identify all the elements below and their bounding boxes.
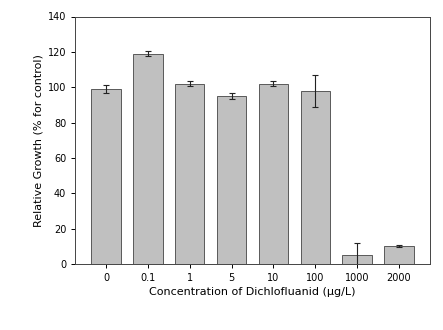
Bar [91,89,120,264]
X-axis label: Concentration of Dichlofluanid (μg/L): Concentration of Dichlofluanid (μg/L) [149,287,356,297]
Bar [259,84,288,264]
Bar [133,53,163,264]
Bar [342,255,372,264]
Y-axis label: Relative Growth (% for control): Relative Growth (% for control) [34,54,43,227]
Bar [301,91,330,264]
Bar [217,96,246,264]
Bar [175,84,204,264]
Bar [385,246,414,264]
